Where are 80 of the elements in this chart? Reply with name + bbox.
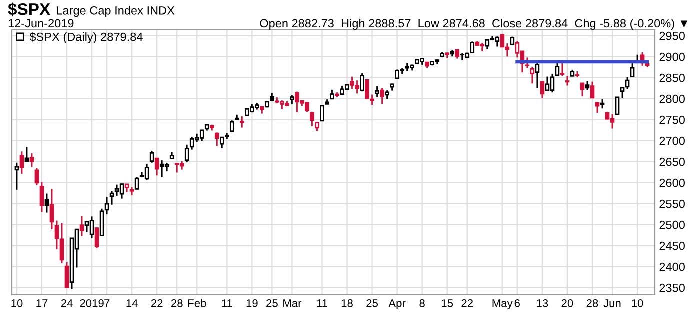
x-tick-label: 24: [61, 299, 73, 308]
y-tick-label: 2900: [660, 52, 685, 62]
candlestick: [595, 102, 600, 114]
text: Open 2882.73 High 2888.57 Low 2874.68 Close 2879.84 Chg -5.88 (-0.20%) ▼: [260, 18, 688, 30]
y-tick-label: 2750: [660, 116, 685, 124]
candlestick: [320, 105, 324, 122]
x-tick-label: May: [492, 300, 513, 310]
candlestick: [14, 162, 20, 191]
x-tick-label: 28: [172, 299, 183, 308]
y-tick-label: 2950: [660, 32, 685, 40]
candlestick: [40, 182, 44, 213]
candlestick: [94, 227, 100, 250]
y-tick-label: 2700: [660, 136, 685, 146]
candlestick: [80, 216, 84, 237]
candlestick: [580, 82, 585, 98]
chart-title: $SPX: [8, 2, 50, 16]
x-tick-label: Mar: [284, 300, 302, 308]
candlestick: [24, 146, 30, 162]
x-tick-label: 11: [317, 300, 328, 308]
candlestick: [44, 193, 50, 214]
legend-label: $SPX (Daily) 2879.84: [30, 32, 143, 44]
candlestick: [375, 86, 380, 98]
candlestick: [240, 116, 244, 128]
text: 12-Jun-2019: [8, 19, 74, 28]
candlestick: [525, 57, 530, 69]
candlestick: [64, 262, 70, 288]
candlestick: [615, 96, 620, 116]
y-tick-label: 2850: [660, 74, 685, 82]
x-tick-label: Jun: [604, 300, 621, 308]
x-tick-label: Apr: [388, 300, 406, 310]
chart-subtitle: Large Cap Index INDX: [57, 6, 175, 18]
candlestick: [20, 150, 24, 175]
x-tick-label: 18: [342, 299, 353, 308]
x-tick-label: 11: [222, 300, 232, 308]
x-tick-label: 17: [36, 300, 48, 308]
y-tick-label: 2600: [660, 178, 685, 188]
candlestick: [310, 111, 314, 128]
x-tick-label: 10: [12, 299, 23, 308]
x-tick-label: 22: [462, 299, 473, 308]
x-tick-label: 19: [246, 299, 258, 308]
candlestick: [380, 87, 384, 105]
x-tick-label: 7: [104, 300, 110, 308]
candlestick: [315, 122, 320, 132]
candlestick: [540, 81, 545, 99]
candlestick: [154, 158, 160, 176]
x-tick-label: 25: [266, 299, 278, 308]
x-tick-label: 25: [366, 299, 378, 308]
x-tick-label: 10: [632, 299, 644, 308]
y-tick-label: 2450: [660, 242, 685, 250]
x-tick-label: 8: [420, 299, 425, 308]
x-tick-label: 20: [562, 299, 574, 308]
candlestick: [104, 196, 110, 216]
y-tick-label: 2350: [660, 284, 685, 292]
candlestick: [600, 98, 605, 110]
candlestick: [150, 150, 154, 164]
candlestick: [110, 190, 114, 206]
x-tick-label: 15: [442, 300, 454, 308]
y-tick-label: 2650: [660, 158, 685, 166]
candlestick: [360, 72, 364, 92]
candlestick: [50, 188, 54, 230]
candlestick: [590, 81, 595, 99]
x-tick-label: 6: [514, 299, 520, 308]
candlestick: [565, 76, 570, 86]
y-tick-label: 2500: [660, 220, 685, 230]
x-tick-label: Feb: [188, 299, 206, 308]
y-tick-label: 2400: [660, 262, 685, 272]
candlestick: [184, 144, 190, 164]
candlestick: [630, 62, 635, 78]
x-tick-label: 14: [126, 300, 138, 308]
candlestick: [214, 132, 220, 147]
x-tick-label: 22: [151, 299, 163, 308]
x-tick-label: 28: [586, 299, 598, 308]
candlestick: [34, 167, 40, 186]
y-tick-label: 2550: [660, 200, 685, 208]
candlestick: [30, 152, 34, 168]
y-tick-label: 2800: [660, 94, 685, 104]
candlestick: [330, 89, 334, 100]
candlestick: [230, 120, 234, 132]
x-tick-label: 13: [537, 299, 548, 308]
x-tick-label: 2019: [80, 299, 104, 308]
